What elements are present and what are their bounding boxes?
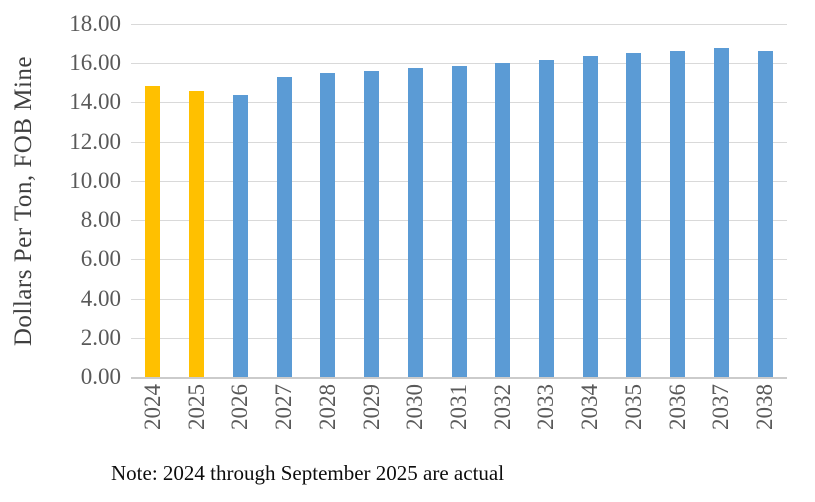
- bar-slot-2026: [218, 25, 262, 378]
- x-tick-label: 2032: [489, 384, 515, 430]
- bar-2024: [145, 85, 161, 378]
- x-tick-label: 2030: [402, 384, 428, 430]
- x-tick-slot-2038: 2038: [743, 384, 787, 446]
- x-axis-tick-labels: 2024 2025 2026 2027 2028 2029 2030 2031 2032 2033…: [131, 384, 787, 446]
- x-tick-label: 2031: [446, 384, 471, 430]
- y-tick-label: 0.00: [80, 363, 121, 389]
- gridline-16: [131, 63, 787, 65]
- y-tick-label: 4.00: [80, 285, 121, 311]
- x-axis-line: [131, 377, 787, 379]
- y-tick-label: 10.00: [69, 167, 121, 193]
- bar-2033: [538, 60, 554, 378]
- bar-slot-2025: [175, 25, 219, 378]
- bar-slot-2038: [743, 25, 787, 378]
- bar-2026: [232, 94, 248, 378]
- chart-note: Note: 2024 through September 2025 are ac…: [111, 461, 505, 485]
- bar-slot-2027: [262, 25, 306, 378]
- x-tick-label: 2034: [577, 384, 603, 430]
- x-tick-slot-2036: 2036: [656, 384, 700, 446]
- bar-slot-2035: [612, 25, 656, 378]
- bar-2025: [189, 91, 205, 378]
- bar-2034: [582, 56, 598, 378]
- x-tick-label: 2027: [271, 384, 297, 430]
- x-tick-label: 2026: [227, 384, 253, 430]
- x-tick-label: 2036: [664, 384, 690, 430]
- y-axis-tick-labels: 18.00 16.00 14.00 12.00 10.00 8.00 6.00 4.00 2.0…: [0, 11, 121, 389]
- y-tick-label: 18.00: [69, 10, 121, 36]
- x-tick-slot-2034: 2034: [568, 384, 612, 446]
- x-tick-slot-2035: 2035: [612, 384, 656, 446]
- bar-2038: [757, 50, 773, 378]
- x-tick-slot-2027: 2027: [262, 384, 306, 446]
- x-tick-slot-2031: 2031: [437, 384, 481, 446]
- x-tick-slot-2037: 2037: [700, 384, 744, 446]
- x-tick-label: 2035: [620, 384, 646, 430]
- bar-2035: [626, 53, 642, 378]
- bar-2027: [276, 76, 292, 378]
- bar-slot-2036: [656, 25, 700, 378]
- bar-2031: [451, 65, 467, 378]
- bar-2036: [670, 50, 686, 378]
- x-tick-slot-2024: 2024: [131, 384, 175, 446]
- y-tick-label: 8.00: [80, 207, 121, 233]
- x-tick-label: 2033: [533, 384, 559, 430]
- bar-series: [131, 25, 787, 378]
- y-tick-label: 6.00: [80, 246, 121, 272]
- gridline-18: [131, 24, 787, 25]
- plot-area: [131, 24, 787, 379]
- y-tick-label: 14.00: [69, 89, 121, 115]
- x-tick-slot-2030: 2030: [393, 384, 437, 446]
- x-tick-label: 2024: [139, 384, 165, 430]
- x-tick-slot-2028: 2028: [306, 384, 350, 446]
- bar-2028: [320, 73, 336, 378]
- x-tick-slot-2029: 2029: [350, 384, 394, 446]
- bar-slot-2024: [131, 25, 175, 378]
- bar-2037: [713, 47, 729, 378]
- x-tick-slot-2025: 2025: [175, 384, 219, 446]
- bar-2029: [364, 71, 380, 378]
- bar-slot-2034: [568, 25, 612, 378]
- bar-slot-2029: [350, 25, 394, 378]
- bar-2032: [495, 63, 511, 378]
- bar-slot-2028: [306, 25, 350, 378]
- bar-slot-2037: [700, 25, 744, 378]
- x-tick-label: 2037: [708, 384, 734, 430]
- x-tick-label: 2028: [314, 384, 340, 430]
- y-tick-label: 12.00: [69, 128, 121, 154]
- x-tick-slot-2032: 2032: [481, 384, 525, 446]
- x-tick-label: 2038: [752, 384, 778, 430]
- x-tick-label: 2029: [358, 384, 384, 430]
- x-tick-label: 2025: [183, 384, 209, 430]
- y-tick-label: 16.00: [69, 50, 121, 76]
- y-tick-label: 2.00: [80, 324, 121, 350]
- bar-slot-2033: [525, 25, 569, 378]
- bar-slot-2032: [481, 25, 525, 378]
- x-tick-slot-2033: 2033: [525, 384, 569, 446]
- bar-slot-2031: [437, 25, 481, 378]
- bar-slot-2030: [393, 25, 437, 378]
- bar-2030: [407, 68, 423, 378]
- x-tick-slot-2026: 2026: [218, 384, 262, 446]
